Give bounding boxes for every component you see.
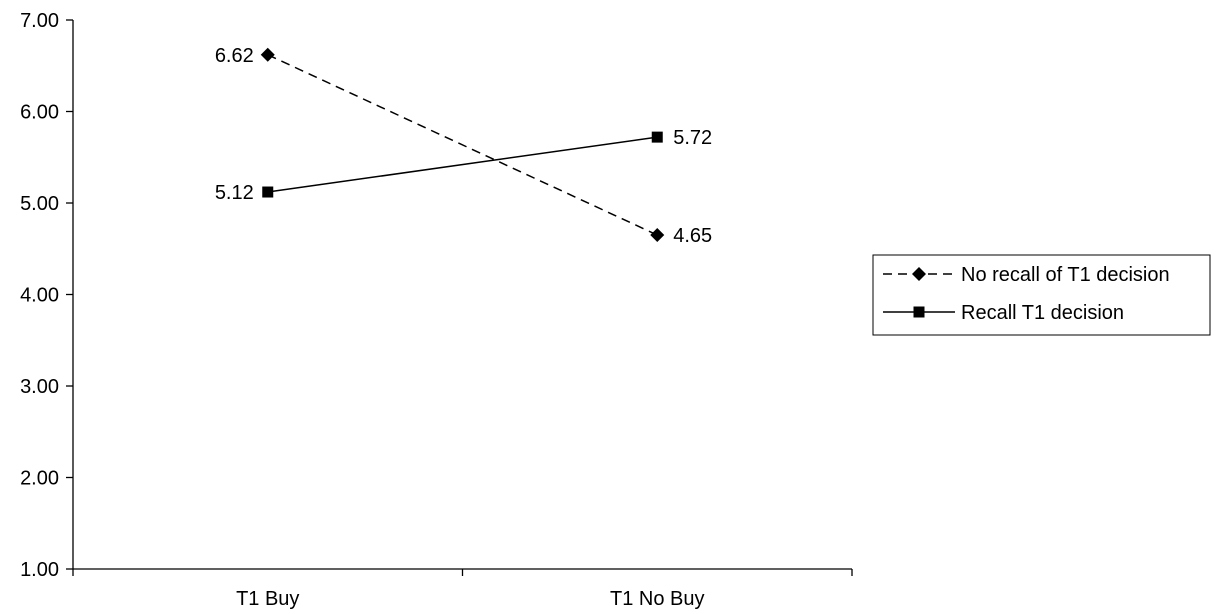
y-tick-label: 5.00 — [20, 193, 59, 215]
legend-label: Recall T1 decision — [961, 302, 1124, 324]
x-tick-label: T1 No Buy — [610, 588, 704, 610]
series-line-1 — [267, 54, 658, 236]
data-label: 5.72 — [673, 127, 712, 149]
legend: No recall of T1 decision Recall T1 decisi… — [872, 254, 1211, 336]
y-tick-label: 3.00 — [20, 376, 59, 398]
data-label: 4.65 — [673, 225, 712, 247]
y-tick-label: 4.00 — [20, 285, 59, 307]
series: 6.62 4.65 5.12 5.72 — [215, 45, 712, 247]
legend-diamond-marker — [912, 267, 926, 281]
square-marker — [262, 186, 274, 198]
series-line-2 — [267, 136, 658, 193]
legend-items: No recall of T1 decision Recall T1 decisi… — [883, 264, 1170, 324]
data-label: 5.12 — [215, 182, 254, 204]
legend-square-marker — [913, 306, 925, 318]
x-ticks: T1 Buy T1 No Buy — [72, 569, 853, 610]
x-tick-label: T1 Buy — [236, 588, 299, 610]
y-tick-label: 2.00 — [20, 468, 59, 490]
y-tick-label: 7.00 — [20, 10, 59, 32]
legend-label: No recall of T1 decision — [961, 264, 1170, 286]
diamond-marker — [260, 47, 275, 62]
legend-box — [872, 254, 1211, 336]
y-tick-label: 6.00 — [20, 102, 59, 124]
y-tick-label: 1.00 — [20, 559, 59, 581]
diamond-marker — [650, 228, 665, 243]
y-ticks: 1.00 2.00 3.00 4.00 5.00 6.00 7.00 — [20, 10, 73, 581]
data-label: 6.62 — [215, 45, 254, 67]
axes — [72, 20, 852, 570]
square-marker — [651, 131, 663, 143]
